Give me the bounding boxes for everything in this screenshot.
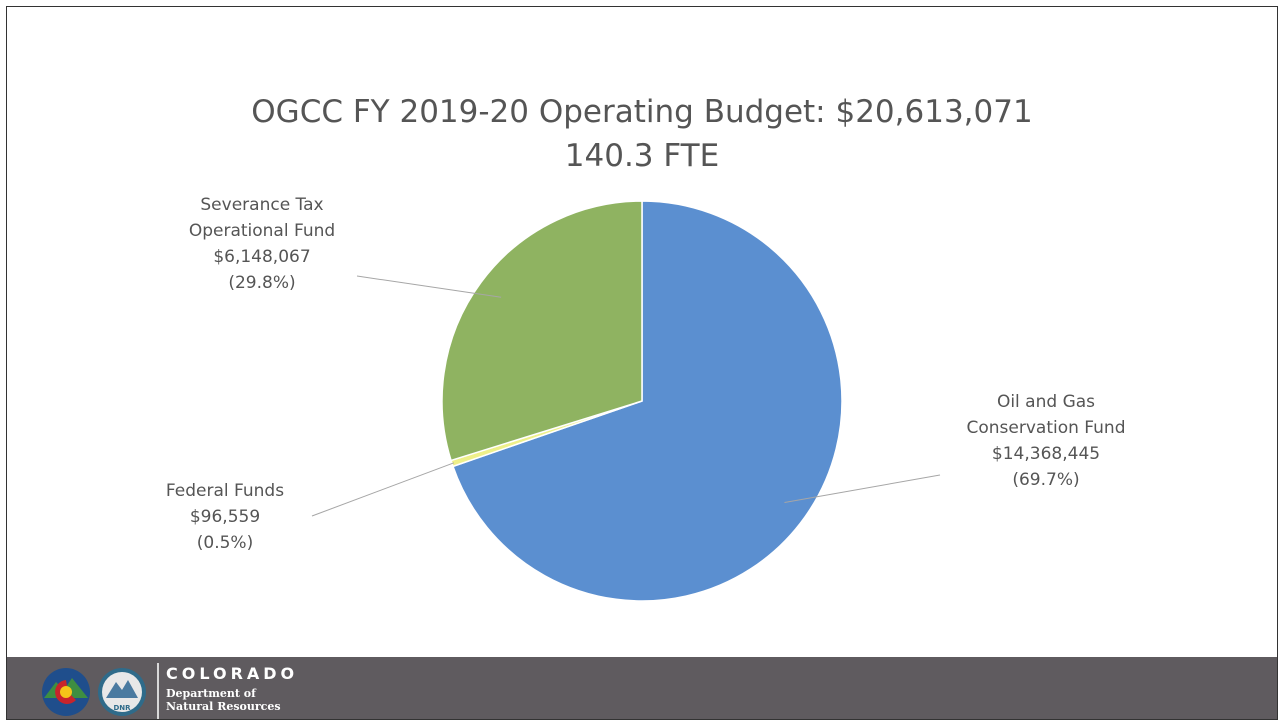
footer-bar <box>6 657 1278 720</box>
leader-line-1 <box>311 462 455 517</box>
leader-line-2 <box>356 275 502 298</box>
dnr-mountain-logo-icon: DNR <box>98 668 146 716</box>
chart-subtitle: 140.3 FTE <box>564 138 720 174</box>
colorado-dnr-logo-icon: DNR <box>42 668 146 716</box>
data-label-1-percent: (0.5%) <box>197 533 253 553</box>
data-label-0-amount: $14,368,445 <box>992 444 1100 464</box>
department-line-1: Department of <box>166 687 256 700</box>
data-label-0-label-line-1: Conservation Fund <box>967 418 1126 438</box>
data-label-1-label-line-0: Federal Funds <box>166 481 284 501</box>
data-label-2-label-line-1: Operational Fund <box>189 221 335 241</box>
pie-slice-0 <box>452 200 843 602</box>
data-label-1-amount: $96,559 <box>190 507 260 527</box>
data-label-2-label-line-0: Severance Tax <box>200 195 323 215</box>
data-label-2-percent: (29.8%) <box>228 273 295 293</box>
department-name: Department of Natural Resources <box>166 687 306 713</box>
data-label-0-label-line-0: Oil and Gas <box>997 392 1095 412</box>
chart-title: OGCC FY 2019-20 Operating Budget: $20,61… <box>251 94 1033 130</box>
data-label-2-amount: $6,148,067 <box>213 247 310 267</box>
data-label-0-percent: (69.7%) <box>1012 470 1079 490</box>
brand-name: COLORADO <box>166 664 299 683</box>
leader-line-0 <box>784 474 941 503</box>
brand-divider <box>157 663 159 719</box>
dnr-badge: DNR <box>113 704 131 712</box>
colorado-flag-logo-icon <box>42 668 90 716</box>
pie-slice-2 <box>441 200 643 462</box>
department-line-2: Natural Resources <box>166 700 281 713</box>
